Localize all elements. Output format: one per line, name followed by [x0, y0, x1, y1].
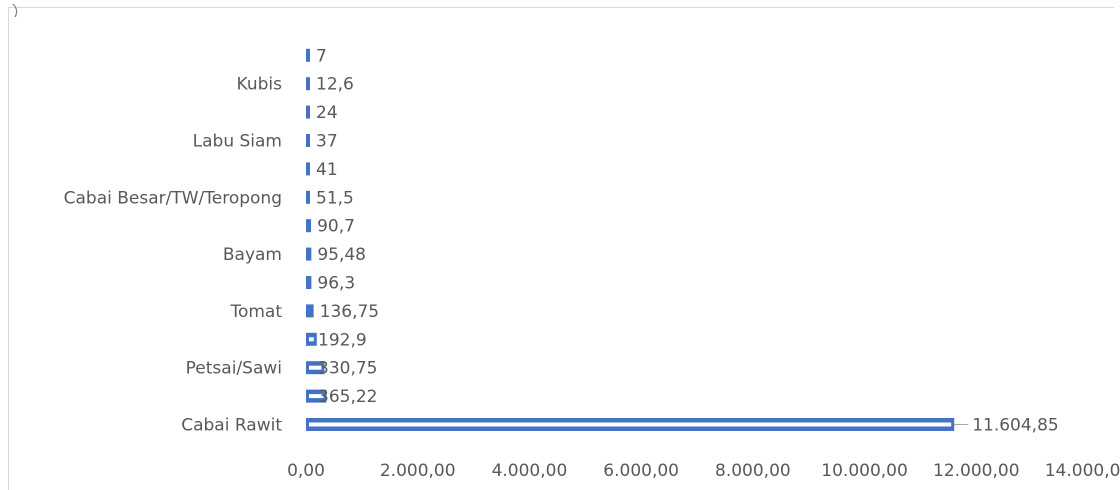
bar-highlight	[309, 422, 952, 427]
chart-frame	[8, 3, 1114, 490]
x-tick-label: 2.000,00	[380, 461, 456, 481]
data-label: 11.604,85	[972, 416, 1059, 436]
data-label: 90,7	[317, 217, 355, 237]
bar-highlight	[309, 394, 324, 399]
category-label: Tomat	[229, 302, 282, 322]
data-label: 95,48	[317, 245, 366, 265]
bar	[306, 77, 310, 91]
category-label: Petsai/Sawi	[186, 359, 282, 379]
data-label: 12,6	[316, 75, 354, 95]
bar	[306, 247, 312, 261]
x-tick-label: 12.000,00	[933, 461, 1020, 481]
value-labels-group: 11.604,85 365,22 330,75 192,9 136,75 96,3 95,4…	[316, 46, 1059, 435]
bar	[306, 162, 310, 176]
x-tick-label: 10.000,00	[821, 461, 908, 481]
x-tick-label: 14.000,00	[1045, 461, 1120, 481]
bars-group	[306, 48, 969, 431]
bar-highlight	[309, 337, 314, 342]
data-label: 330,75	[318, 359, 377, 379]
bar	[306, 190, 310, 204]
bar	[306, 219, 312, 233]
data-label: 365,22	[318, 387, 377, 407]
bar	[306, 304, 314, 318]
category-label: Cabai Besar/TW/Teropong	[64, 188, 282, 208]
data-label: 192,9	[318, 330, 367, 350]
corner-mark	[12, 3, 18, 18]
bar	[306, 134, 310, 147]
category-labels-group: Cabai Rawit Petsai/Sawi Tomat Bayam Cabai Be…	[64, 75, 283, 436]
data-label: 51,5	[316, 188, 354, 208]
x-tick-labels-group: 0,00 2.000,00 4.000,00 6.000,00 8.000,00 10.0…	[287, 461, 1120, 481]
category-label: Cabai Rawit	[181, 416, 282, 436]
bar	[306, 105, 310, 119]
data-label: 96,3	[317, 274, 355, 294]
category-label: Kubis	[237, 75, 283, 95]
category-label: Bayam	[223, 245, 282, 265]
x-tick-label: 8.000,00	[715, 461, 791, 481]
data-label: 24	[316, 103, 338, 123]
x-tick-label: 0,00	[287, 461, 325, 481]
data-label: 41	[316, 160, 338, 180]
bar-highlight	[309, 365, 322, 370]
x-tick-label: 4.000,00	[492, 461, 568, 481]
bar	[306, 48, 310, 62]
data-label: 37	[316, 132, 338, 152]
x-tick-label: 6.000,00	[603, 461, 679, 481]
data-label: 136,75	[320, 302, 379, 322]
data-label: 7	[316, 46, 327, 66]
bar	[306, 276, 312, 289]
category-label: Labu Siam	[193, 132, 282, 152]
